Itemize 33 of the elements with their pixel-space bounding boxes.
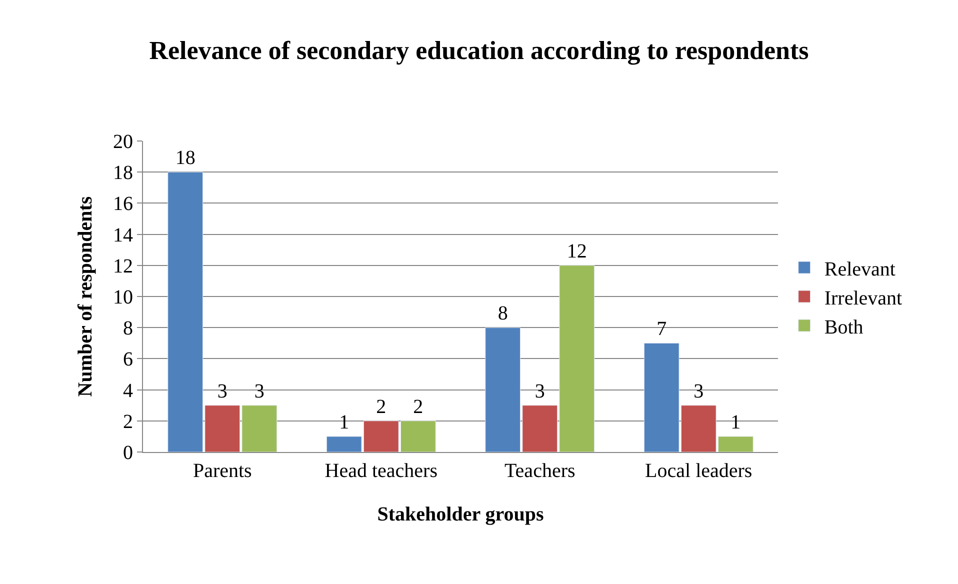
data-label: 8 [498, 302, 508, 325]
data-label: 3 [254, 380, 264, 402]
y-tick-label: 4 [123, 380, 133, 402]
legend-label: Both [824, 316, 864, 338]
chart-title: Relevance of secondary education according to respondents [149, 36, 809, 66]
legend-label: Relevant [824, 258, 896, 280]
y-tick-label: 20 [113, 131, 133, 153]
x-tick-label: Local leaders [645, 460, 752, 482]
y-tick-label: 0 [123, 442, 133, 464]
y-tick-label: 14 [113, 224, 133, 246]
data-label: 2 [376, 396, 386, 418]
data-label: 3 [694, 380, 704, 402]
data-label: 3 [534, 380, 545, 402]
data-label: 1 [730, 411, 741, 434]
data-label: 2 [413, 396, 424, 418]
x-tick-label: Parents [192, 460, 252, 482]
data-label: 7 [656, 318, 667, 340]
data-label: 12 [566, 240, 587, 262]
x-axis-title: Stakeholder groups [377, 504, 544, 526]
y-axis-title: Number of respondents [74, 196, 96, 397]
y-tick-label: 16 [113, 193, 133, 216]
y-tick-label: 18 [113, 162, 133, 184]
y-tick-label: 8 [123, 318, 133, 340]
y-tick-label: 6 [123, 348, 133, 371]
y-tick-label: 2 [123, 410, 133, 433]
data-label: 3 [217, 380, 228, 402]
x-tick-label: Teachers [504, 460, 576, 482]
x-tick-label: Head teachers [324, 460, 438, 482]
legend-label: Irrelevant [824, 287, 903, 310]
y-tick-label: 12 [113, 255, 133, 278]
y-tick-label: 10 [113, 286, 133, 308]
data-label: 1 [339, 411, 350, 434]
data-label: 18 [175, 147, 196, 170]
